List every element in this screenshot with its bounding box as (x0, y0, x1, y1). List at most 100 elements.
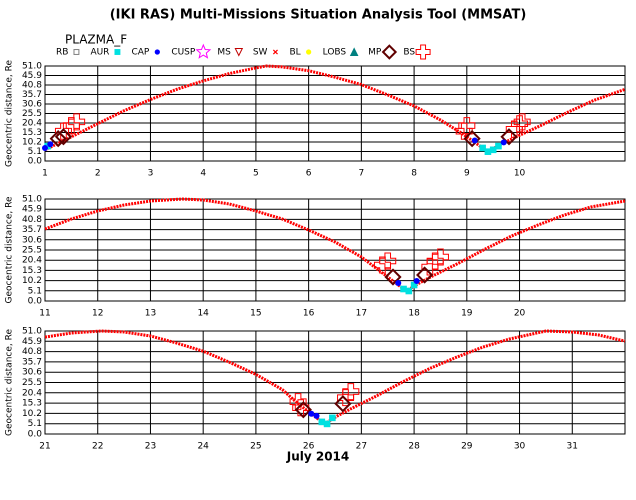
legend-label: LOBS (323, 48, 347, 58)
y-tick-label: 25.5 (22, 109, 42, 119)
legend-marker (114, 49, 121, 55)
point (405, 287, 413, 295)
subtitle: PLAZMA_F (65, 33, 127, 47)
legend-marker (73, 49, 80, 55)
point (463, 130, 481, 148)
point (511, 115, 529, 133)
y-tick-label: 25.5 (22, 378, 42, 388)
x-tick-label: 18 (408, 309, 420, 319)
x-tick-label: 4 (200, 169, 206, 179)
legend-label: CAP (131, 48, 149, 58)
x-tick-label: 29 (461, 442, 473, 452)
point (342, 383, 360, 401)
x-tick-label: 24 (197, 442, 209, 452)
x-tick-label: 15 (250, 309, 261, 319)
x-tick-label: 6 (306, 169, 312, 179)
x-tick-label: 10 (514, 169, 526, 179)
x-tick-label: 23 (145, 442, 156, 452)
x-tick-label: 21 (39, 442, 50, 452)
point (47, 141, 54, 148)
y-tick-label: 20.4 (22, 119, 42, 129)
y-tick-label: 40.8 (22, 81, 42, 91)
y-tick-label: 51.0 (22, 195, 42, 205)
y-tick-label: 0.0 (28, 430, 43, 440)
legend-marker (349, 47, 359, 56)
point (308, 410, 315, 417)
orbit-line (44, 197, 626, 293)
y-tick-label: 40.8 (22, 347, 42, 357)
x-tick-label: 3 (148, 169, 154, 179)
y-tick-label: 45.9 (22, 205, 42, 215)
point (313, 412, 320, 419)
point (495, 142, 502, 150)
x-tick-label: 20 (514, 309, 526, 319)
y-tick-label: 35.7 (22, 90, 42, 100)
point (49, 130, 67, 148)
x-tick-label: 26 (303, 442, 315, 452)
legend-marker (306, 49, 312, 55)
y-tick-label: 30.6 (22, 235, 42, 245)
x-tick-label: 30 (514, 442, 526, 452)
legend-label: MP (368, 48, 382, 58)
orbit-line (44, 329, 626, 426)
y-tick-label: 0.0 (28, 297, 43, 307)
chart-title: (IKI RAS) Multi-Missions Situation Analy… (110, 8, 527, 23)
x-tick-label: 28 (408, 442, 420, 452)
point (395, 280, 402, 286)
y-tick-label: 5.1 (28, 147, 42, 157)
point (379, 252, 397, 270)
legend-label: MS (217, 48, 231, 58)
point (500, 139, 507, 146)
legend-marker (415, 44, 431, 60)
point (68, 113, 86, 131)
y-axis-label: Geocentric distance, Re (5, 60, 15, 167)
x-tick-label: 9 (464, 169, 470, 179)
point (334, 395, 352, 413)
point (373, 256, 391, 274)
x-tick-label: 27 (356, 442, 367, 452)
point (500, 128, 518, 146)
y-tick-label: 20.4 (22, 388, 42, 398)
point (54, 128, 73, 146)
y-tick-label: 20.4 (22, 256, 42, 266)
y-tick-label: 15.3 (22, 128, 42, 138)
legend-marker (234, 48, 244, 57)
y-tick-label: 40.8 (22, 215, 42, 225)
legend-label: AUR (90, 48, 109, 58)
plot-frame (44, 65, 626, 162)
point (413, 278, 420, 284)
y-axis-label: Geocentric distance, Re (5, 329, 15, 436)
y-axis-label: Geocentric distance, Re (5, 196, 15, 303)
point (289, 393, 307, 411)
x-tick-label: 11 (39, 309, 50, 319)
x-tick-label: 2 (95, 169, 101, 179)
x-tick-label: 16 (303, 309, 315, 319)
y-tick-label: 51.0 (22, 62, 42, 72)
point (426, 252, 444, 270)
x-tick-label: 22 (92, 442, 103, 452)
legend-label: BS (403, 48, 415, 58)
y-tick-label: 15.3 (22, 399, 42, 409)
x-tick-label: 12 (92, 309, 103, 319)
legend-marker (381, 44, 398, 60)
point (416, 266, 434, 284)
y-tick-label: 0.0 (28, 157, 43, 167)
legend-marker (154, 49, 160, 55)
point (489, 146, 497, 154)
legend-label: SW (253, 48, 268, 58)
point (294, 401, 312, 419)
point (42, 144, 48, 151)
x-tick-label: 5 (253, 169, 259, 179)
point (479, 144, 486, 152)
y-tick-label: 51.0 (22, 327, 42, 337)
plot-frame (44, 198, 626, 302)
x-axis-label: July 2014 (286, 450, 350, 464)
y-tick-label: 10.2 (22, 138, 42, 148)
y-tick-label: 25.5 (22, 246, 42, 256)
point (471, 137, 478, 144)
orbit-line (44, 64, 626, 154)
x-tick-label: 31 (567, 442, 578, 452)
point (484, 148, 492, 155)
point (329, 414, 336, 422)
